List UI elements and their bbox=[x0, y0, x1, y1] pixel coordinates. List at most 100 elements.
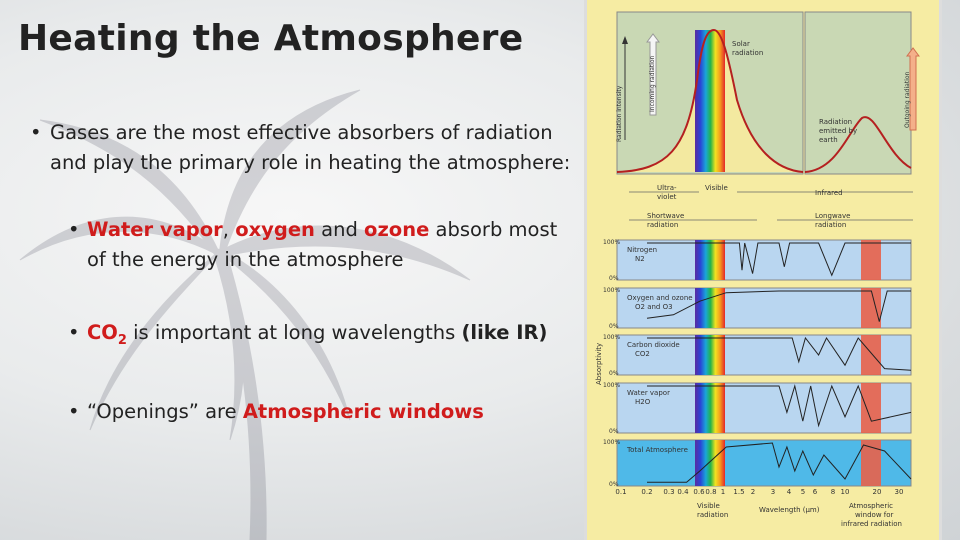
x-tick-label: 10 bbox=[841, 488, 850, 496]
bullet-openings: • “Openings” are Atmospheric windows bbox=[30, 397, 580, 427]
x-tick-label: 2 bbox=[751, 488, 755, 496]
atmospheric-window-band bbox=[861, 240, 881, 280]
outgoing-radiation-label: Outgoing radiation bbox=[904, 71, 911, 128]
text-comma: , bbox=[222, 218, 236, 241]
earth-radiation-label-1: Radiation bbox=[819, 118, 852, 126]
x-tick-label: 30 bbox=[895, 488, 904, 496]
x-tick-label: 0.1 bbox=[615, 488, 626, 496]
pct-100-label: 100% bbox=[603, 334, 620, 341]
longwave-label-2: radiation bbox=[815, 221, 846, 229]
bullet-dot: • bbox=[68, 321, 80, 344]
term-atmospheric-windows: Atmospheric windows bbox=[242, 399, 484, 423]
incoming-radiation-label: Incoming radiation bbox=[649, 55, 656, 112]
radiation-intensity-label: Radiation intensity bbox=[616, 85, 623, 142]
pct-0-label: 0% bbox=[609, 428, 619, 435]
shortwave-label-1: Shortwave bbox=[647, 212, 684, 220]
pct-100-label: 100% bbox=[603, 287, 620, 294]
bullet-dot: • bbox=[68, 399, 80, 423]
panel-name: Nitrogen bbox=[627, 246, 657, 254]
x-tick-label: 0.3 bbox=[663, 488, 674, 496]
bullet-dot: • bbox=[68, 218, 80, 241]
window-label-1: Atmospheric bbox=[849, 502, 893, 510]
longwave-label-1: Longwave bbox=[815, 212, 850, 220]
absorption-curve bbox=[646, 290, 911, 322]
earth-radiation-label-2: emitted by bbox=[819, 127, 857, 135]
visible-band bbox=[695, 335, 725, 375]
x-tick-label: 20 bbox=[873, 488, 882, 496]
solar-curve bbox=[616, 28, 804, 173]
absorption-curve bbox=[647, 384, 912, 428]
visible-band bbox=[695, 440, 725, 486]
infrared-label: Infrared bbox=[815, 189, 843, 197]
visible-radiation-label-2: radiation bbox=[697, 511, 728, 519]
text-and: and bbox=[314, 218, 365, 241]
earth-panel bbox=[804, 11, 912, 175]
visible-radiation-label-1: Visible bbox=[697, 502, 720, 510]
x-tick-label: 1.5 bbox=[733, 488, 744, 496]
term-ozone: ozone bbox=[364, 218, 430, 241]
visible-band bbox=[695, 288, 725, 328]
x-tick-label: 0.8 bbox=[705, 488, 716, 496]
pct-0-label: 0% bbox=[609, 481, 619, 488]
pct-0-label: 0% bbox=[609, 323, 619, 330]
atmospheric-window-band bbox=[861, 383, 881, 433]
pct-100-label: 100% bbox=[603, 439, 620, 446]
panel-formula: N2 bbox=[635, 255, 645, 263]
term-co2: CO2 bbox=[87, 321, 127, 348]
co2-subscript: 2 bbox=[117, 332, 127, 348]
panel-formula: CO2 bbox=[635, 350, 650, 358]
bullet-gases-text: Gases are the most effective absorbers o… bbox=[50, 121, 571, 174]
bullet-list: • Gases are the most effective absorbers… bbox=[30, 118, 580, 427]
window-label-3: infrared radiation bbox=[841, 520, 902, 528]
ultraviolet-label-1: Ultra- bbox=[657, 184, 677, 192]
absorption-curve bbox=[647, 336, 912, 371]
panel-4: 100% 0% Total Atmosphere bbox=[603, 439, 912, 488]
bullet-dot: • bbox=[30, 121, 42, 144]
atmospheric-window-band bbox=[861, 440, 881, 486]
pct-0-label: 0% bbox=[609, 370, 619, 377]
pct-0-label: 0% bbox=[609, 275, 619, 282]
term-water-vapor: Water vapor bbox=[87, 218, 223, 241]
solar-radiation-label-2: radiation bbox=[732, 49, 763, 57]
bullet-water-oxygen-ozone: • Water vapor, oxygen and ozone absorb m… bbox=[30, 215, 580, 275]
absorption-spectrum-figure: Radiation intensity Incoming radiation O… bbox=[584, 0, 942, 540]
bullet-co2: • CO2 is important at long wavelengths (… bbox=[30, 318, 580, 356]
panel-formula: O2 and O3 bbox=[635, 303, 673, 311]
visible-band bbox=[695, 240, 725, 280]
text-long-wavelengths: is important at long wavelengths bbox=[126, 321, 462, 344]
term-oxygen: oxygen bbox=[235, 218, 315, 241]
spectrum-svg: Radiation intensity Incoming radiation O… bbox=[595, 11, 920, 528]
x-tick-label: 0.6 bbox=[693, 488, 705, 496]
wavelength-label: Wavelength (µm) bbox=[759, 506, 820, 514]
x-tick-label: 3 bbox=[771, 488, 775, 496]
atmospheric-window-band bbox=[861, 288, 881, 328]
ultraviolet-label-2: violet bbox=[657, 193, 677, 201]
panel-formula: H2O bbox=[635, 398, 651, 406]
bullet-gases: • Gases are the most effective absorbers… bbox=[30, 118, 580, 178]
text-openings: “Openings” are bbox=[87, 399, 243, 423]
visible-band bbox=[695, 30, 725, 172]
incoming-arrow-icon bbox=[646, 33, 660, 116]
text-like-ir: (like IR) bbox=[461, 321, 548, 344]
absorptivity-label: Absorptivity bbox=[595, 343, 603, 385]
x-tick-label: 1 bbox=[721, 488, 725, 496]
outgoing-arrow-icon bbox=[906, 47, 920, 131]
x-tick-label: 5 bbox=[801, 488, 805, 496]
shortwave-label-2: radiation bbox=[647, 221, 678, 229]
wavelength-ticks: 0.1 0.2 0.3 0.4 0.6 0.8 1 1.5 2 3 4 5 6 8 10 20 30 bbox=[615, 488, 903, 496]
window-label-2: window for bbox=[855, 511, 894, 519]
pct-100-label: 100% bbox=[603, 239, 620, 246]
visible-label: Visible bbox=[705, 184, 728, 192]
visible-band bbox=[695, 383, 725, 433]
x-tick-label: 0.2 bbox=[641, 488, 652, 496]
text-absorb: absorb most of the energy in the atmosph… bbox=[87, 218, 558, 271]
panel-name: Oxygen and ozone bbox=[627, 294, 693, 302]
solar-radiation-label-1: Solar bbox=[732, 40, 750, 48]
panel-name: Water vapor bbox=[627, 389, 670, 397]
earth-curve bbox=[804, 116, 912, 173]
